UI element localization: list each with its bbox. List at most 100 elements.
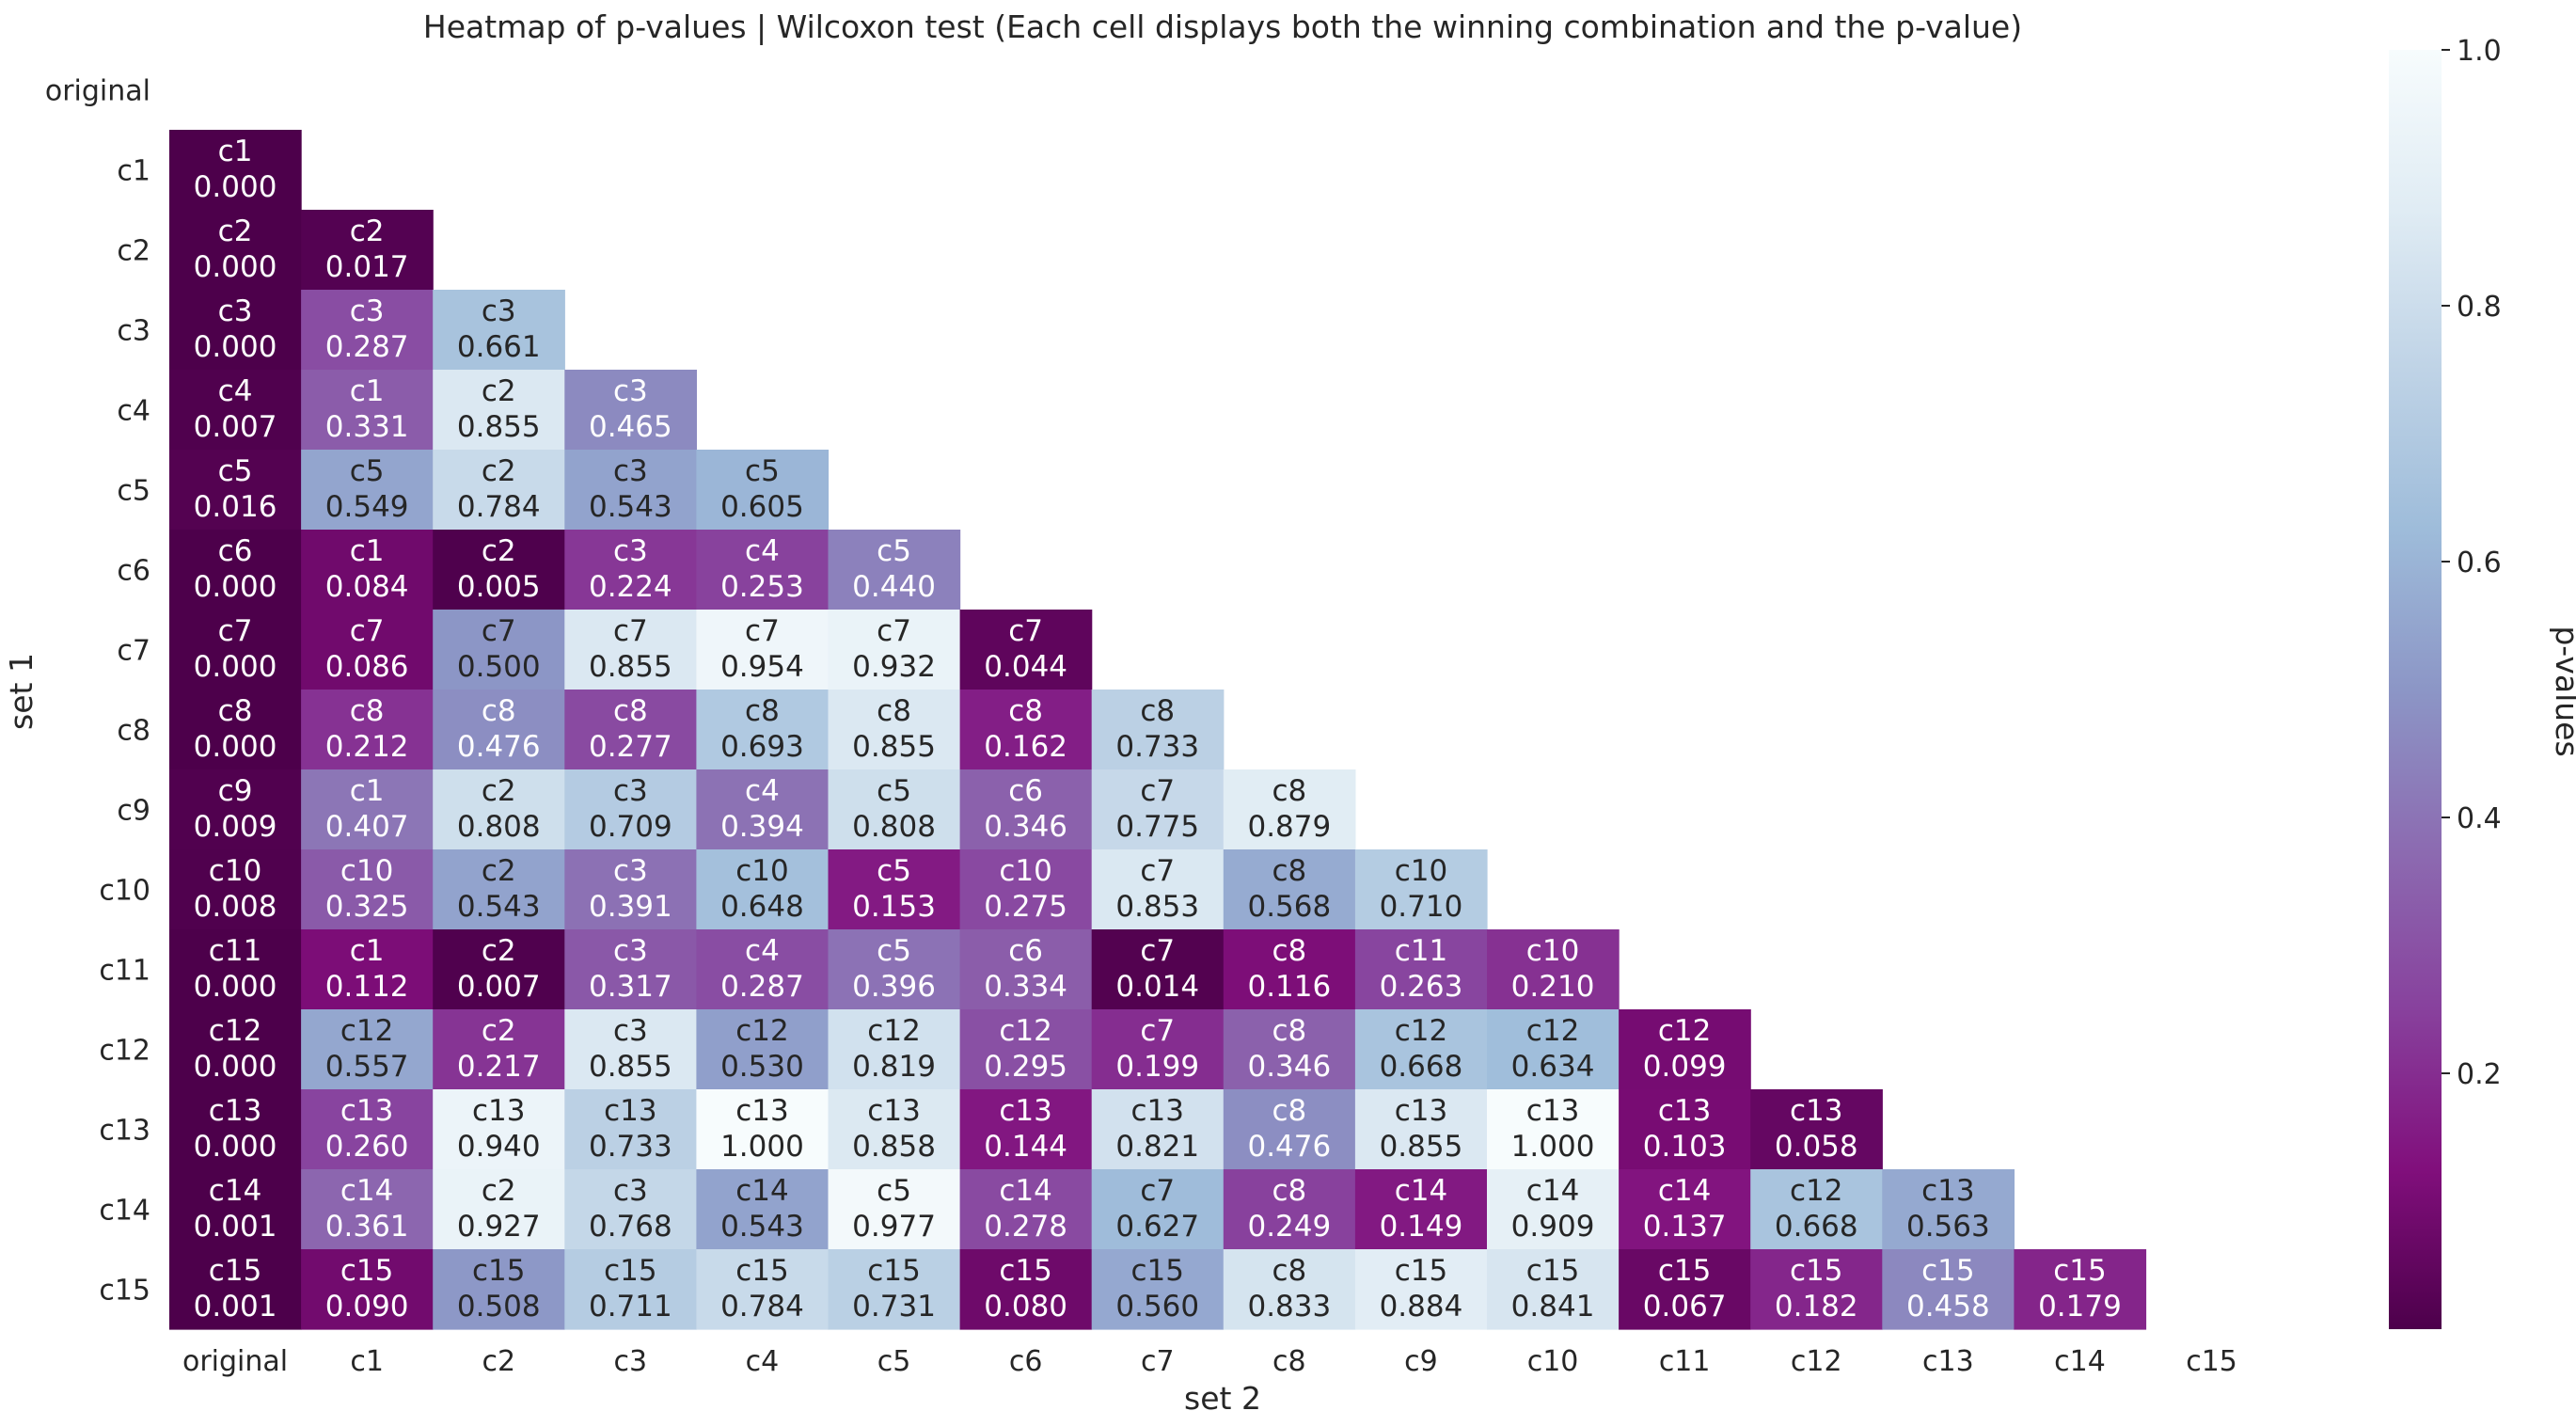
heatmap-cell-rect [1354, 1249, 1488, 1330]
cell-winner-label: c2 [482, 534, 516, 568]
heatmap-cell-rect [1354, 849, 1488, 930]
cell-p-value-label: 0.016 [194, 490, 277, 524]
cell-winner-label: c8 [613, 694, 648, 728]
heatmap-cell-rect [169, 1249, 302, 1330]
heatmap-cell: c80.855 [828, 690, 961, 770]
cell-winner-label: c7 [1008, 614, 1043, 648]
heatmap-cell-rect [1750, 1089, 1883, 1170]
cell-winner-label: c2 [482, 374, 516, 408]
y-tick-label: c12 [99, 1035, 150, 1068]
heatmap-cell-rect [1223, 1009, 1356, 1090]
cell-p-value-label: 0.668 [1775, 1210, 1858, 1244]
cell-winner-label: c3 [613, 534, 648, 568]
heatmap-cell-rect [169, 210, 302, 291]
cell-winner-label: c6 [1008, 774, 1043, 808]
heatmap-cell: c40.253 [696, 530, 830, 610]
cell-p-value-label: 0.000 [194, 570, 277, 604]
cell-p-value-label: 0.784 [720, 1290, 804, 1324]
heatmap-cell: c30.287 [301, 290, 434, 371]
x-tick-label: c9 [1404, 1345, 1438, 1378]
heatmap-cell: c70.500 [433, 610, 565, 690]
heatmap-cell-rect [433, 1089, 565, 1170]
cell-p-value-label: 0.927 [457, 1210, 541, 1244]
cell-p-value-label: 0.855 [1380, 1130, 1463, 1164]
heatmap-cell-rect [1223, 929, 1356, 1010]
heatmap-cell-rect [696, 690, 830, 770]
heatmap-cell: c20.808 [433, 769, 565, 850]
cell-p-value-label: 0.144 [984, 1130, 1067, 1164]
cell-winner-label: c1 [218, 135, 253, 168]
cell-winner-label: c5 [877, 934, 911, 968]
cell-winner-label: c5 [877, 534, 911, 568]
x-tick-label: c13 [1922, 1345, 1974, 1378]
cell-p-value-label: 0.661 [457, 330, 541, 364]
heatmap-cell-rect [1091, 1089, 1225, 1170]
heatmap-cell-rect [564, 610, 697, 690]
cell-winner-label: c5 [877, 1174, 911, 1208]
cell-winner-label: c13 [209, 1094, 262, 1128]
cell-p-value-label: 0.000 [194, 970, 277, 1004]
heatmap-cell-rect [169, 769, 302, 850]
y-tick-label: c5 [117, 475, 150, 508]
cell-p-value-label: 0.116 [1247, 970, 1331, 1004]
cell-winner-label: c13 [867, 1094, 921, 1128]
cell-p-value-label: 0.693 [720, 730, 804, 764]
cell-p-value-label: 0.080 [984, 1290, 1067, 1324]
cell-winner-label: c3 [613, 374, 648, 408]
heatmap-cell: c40.287 [696, 929, 830, 1010]
cell-p-value-label: 0.334 [984, 970, 1067, 1004]
cell-p-value-label: 0.278 [984, 1210, 1067, 1244]
x-tick-label: c7 [1141, 1345, 1175, 1378]
cell-winner-label: c15 [1526, 1254, 1580, 1288]
heatmap-cell-rect [828, 610, 961, 690]
cell-winner-label: c8 [1272, 1174, 1306, 1208]
cell-winner-label: c8 [1272, 774, 1306, 808]
cell-winner-label: c15 [1921, 1254, 1975, 1288]
heatmap-cell-rect [696, 1249, 830, 1330]
heatmap-cell: c90.009 [169, 769, 302, 850]
heatmap-cell: c80.476 [1223, 1089, 1356, 1170]
heatmap-cell: c80.476 [433, 690, 565, 770]
heatmap-cell-rect [1091, 929, 1225, 1010]
cell-winner-label: c10 [1526, 934, 1580, 968]
heatmap-cell-rect [433, 450, 565, 531]
cell-winner-label: c3 [613, 1014, 648, 1048]
cell-winner-label: c8 [482, 694, 516, 728]
heatmap-cell-rect [959, 849, 1093, 930]
heatmap-cell-rect [696, 1009, 830, 1090]
heatmap-cell-rect [564, 530, 697, 610]
heatmap-cell-rect [959, 1169, 1093, 1250]
cell-winner-label: c12 [340, 1014, 394, 1048]
cell-p-value-label: 0.543 [589, 490, 672, 524]
cell-p-value-label: 0.710 [1380, 890, 1463, 924]
cell-winner-label: c15 [340, 1254, 394, 1288]
heatmap-cell-rect [828, 1169, 961, 1250]
y-tick-label: c14 [99, 1195, 150, 1228]
cell-winner-label: c5 [745, 454, 780, 488]
cell-p-value-label: 0.940 [457, 1130, 541, 1164]
cell-p-value-label: 0.014 [1115, 970, 1199, 1004]
heatmap-cell-rect [1882, 1169, 2015, 1250]
cell-winner-label: c5 [877, 774, 911, 808]
heatmap-cell-rect [433, 849, 565, 930]
heatmap-cell: c20.927 [433, 1169, 565, 1250]
heatmap-cell: c40.394 [696, 769, 830, 850]
cell-winner-label: c5 [350, 454, 385, 488]
heatmap-cell-rect [696, 610, 830, 690]
cell-p-value-label: 0.277 [589, 730, 672, 764]
cell-winner-label: c8 [1272, 1254, 1306, 1288]
cell-p-value-label: 0.954 [720, 650, 804, 684]
cell-p-value-label: 0.099 [1643, 1050, 1727, 1084]
heatmap-cell: c20.855 [433, 370, 565, 451]
cell-p-value-label: 0.000 [194, 1050, 277, 1084]
